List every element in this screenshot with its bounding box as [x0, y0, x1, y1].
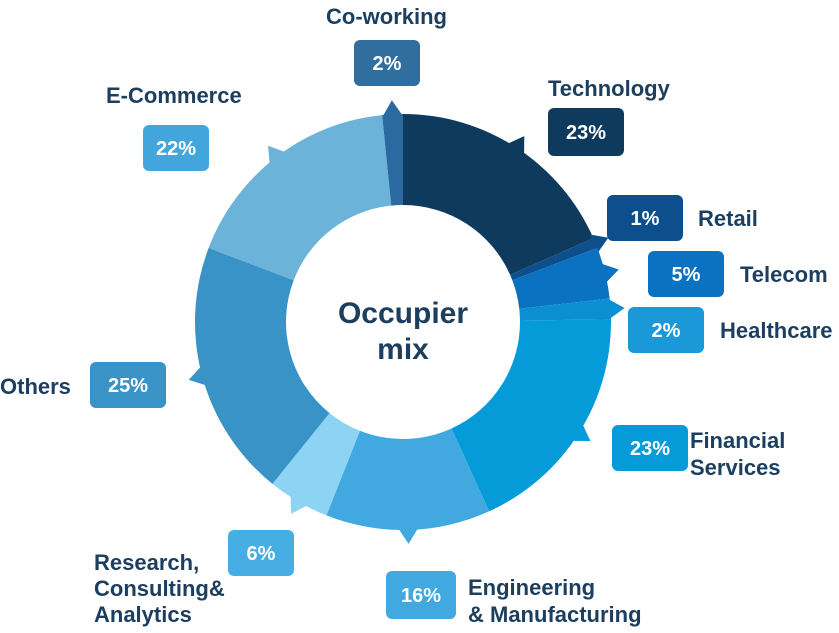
slice-research-consulting-analytics: [272, 413, 360, 516]
value-badge: [90, 362, 166, 408]
category-label: & Manufacturing: [468, 602, 642, 627]
slice-pointer: [397, 527, 419, 544]
category-label: Services: [690, 455, 781, 480]
value-label: 1%: [631, 208, 660, 230]
slice-retail: [510, 238, 598, 281]
value-badge: [612, 425, 688, 471]
value-label: 5%: [672, 264, 701, 286]
value-badge: [607, 195, 683, 241]
slice-labels: 23% Technology 1% Retail 5% Telecom 2% Healthca…: [0, 4, 833, 627]
category-label: Consulting&: [94, 576, 225, 601]
category-label: Healthcare: [720, 318, 833, 343]
slice-pointer: [607, 298, 625, 320]
slice-pointer: [290, 494, 309, 514]
slice-pointer: [571, 423, 591, 441]
value-label: 16%: [401, 585, 441, 607]
value-label: 2%: [373, 53, 402, 75]
value-badge: [548, 108, 624, 156]
value-badge: [648, 251, 724, 297]
value-badge: [143, 125, 209, 171]
category-label: Others: [0, 374, 71, 399]
slice-pointer: [589, 234, 609, 254]
slice-pointer: [188, 365, 208, 386]
value-badge: [354, 40, 420, 86]
value-badge: [228, 530, 294, 576]
category-label: Telecom: [740, 262, 828, 287]
value-badge: [386, 571, 456, 619]
slice-others: [194, 247, 330, 484]
value-badge: [628, 307, 704, 353]
category-label: Co-working: [326, 4, 447, 29]
center-title-line-1: Occupier: [338, 297, 468, 330]
value-label: 22%: [156, 138, 196, 160]
slice-e-commerce: [208, 115, 392, 281]
category-label: Engineering: [468, 575, 595, 600]
value-label: 23%: [630, 438, 670, 460]
value-label: 6%: [247, 543, 276, 565]
slice-pointer: [268, 145, 287, 165]
slice-technology: [403, 114, 594, 275]
value-label: 2%: [652, 320, 681, 342]
value-label: 25%: [108, 375, 148, 397]
slice-co-working: [382, 114, 403, 206]
category-label: Retail: [698, 206, 758, 231]
slice-engineering-manufacturing: [326, 428, 490, 530]
category-label: Financial: [690, 428, 785, 453]
category-label: Technology: [548, 76, 671, 101]
chart-center-title: Occupier mix: [338, 297, 468, 366]
category-label: Research,: [94, 550, 199, 575]
slice-pointer: [382, 100, 403, 118]
slice-healthcare: [519, 298, 611, 321]
center-title-line-2: mix: [377, 333, 429, 366]
category-label: E-Commerce: [106, 83, 242, 108]
value-label: 23%: [566, 122, 606, 144]
slice-pointer: [600, 263, 619, 284]
slice-financial-services: [451, 319, 611, 512]
donut-slices: [188, 100, 625, 544]
slice-telecom: [512, 247, 610, 309]
slice-pointer: [506, 136, 525, 156]
category-label: Analytics: [94, 602, 192, 627]
